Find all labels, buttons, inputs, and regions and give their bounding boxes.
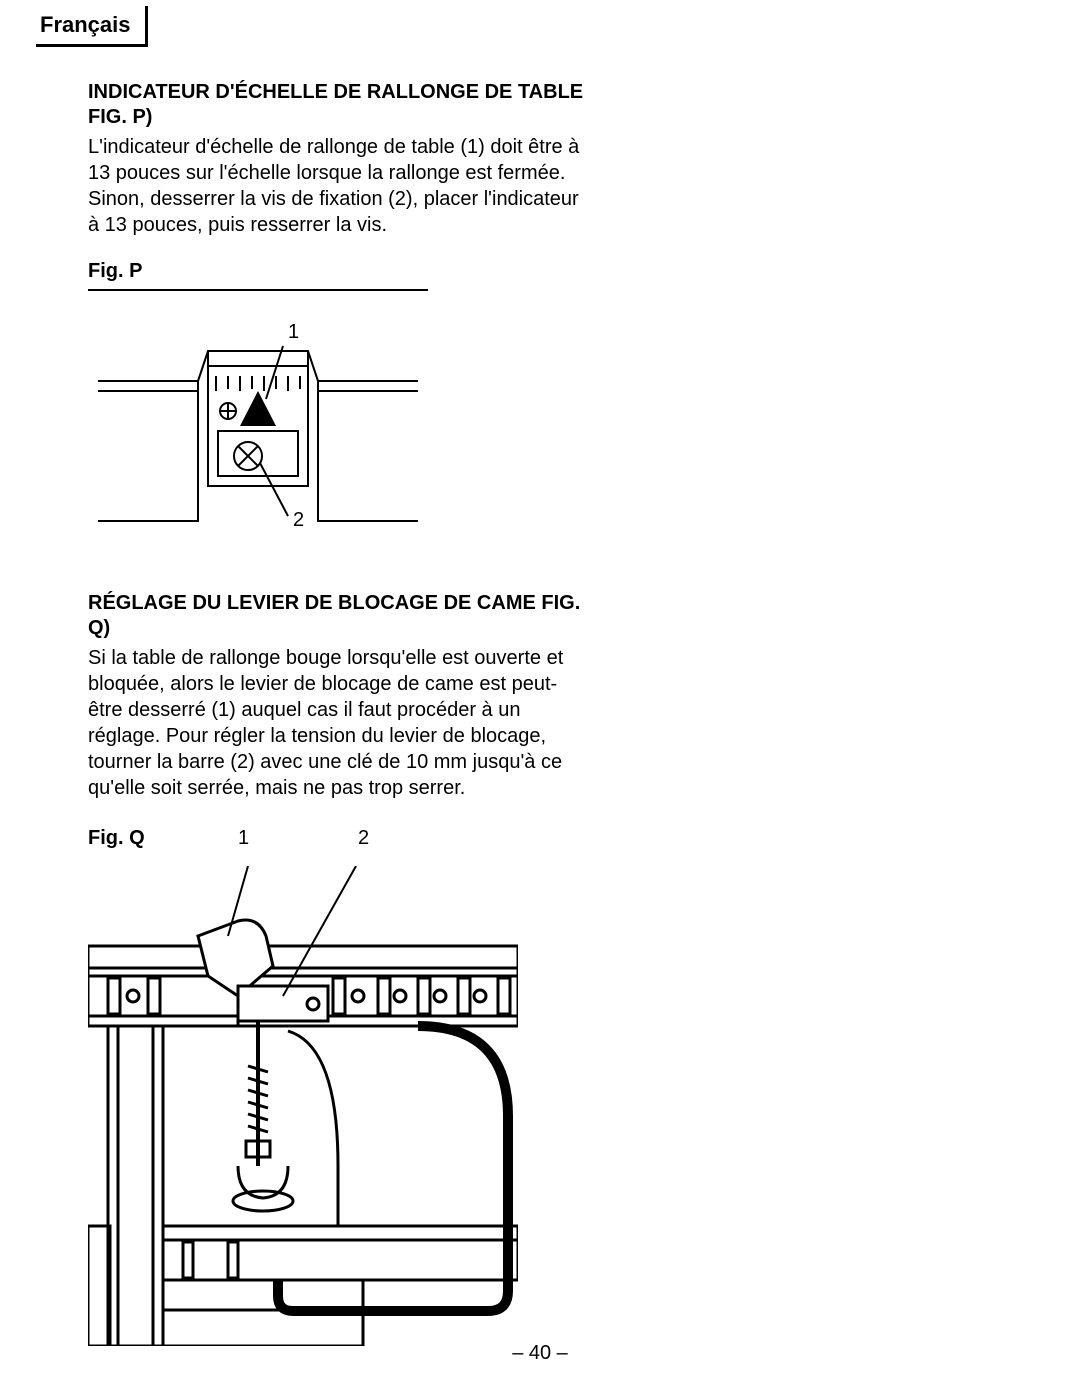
figp-callout-1: 1 [288,321,299,344]
figp-callout-2: 2 [293,509,304,532]
figure-q [88,866,518,1346]
figq-label: Fig. Q [88,827,238,850]
figq-callout-1: 1 [238,827,358,850]
section1-title: INDICATEUR D'ÉCHELLE DE RALLONGE DE TABL… [88,80,588,130]
section2-title: RÉGLAGE DU LEVIER DE BLOCAGE DE CAME FIG… [88,591,588,641]
content-column: INDICATEUR D'ÉCHELLE DE RALLONGE DE TABL… [88,80,588,1346]
section1-body: L'indicateur d'échelle de rallonge de ta… [88,134,588,238]
page-number: – 40 – [0,1342,1080,1365]
figq-callout-2: 2 [358,827,369,850]
section2-body: Si la table de rallonge bouge lorsqu'ell… [88,645,588,801]
page: Français INDICATEUR D'ÉCHELLE DE RALLONG… [0,0,1080,1397]
figure-p: 1 2 [88,291,428,591]
language-tab: Français [36,6,148,47]
figp-label: Fig. P [88,260,588,283]
